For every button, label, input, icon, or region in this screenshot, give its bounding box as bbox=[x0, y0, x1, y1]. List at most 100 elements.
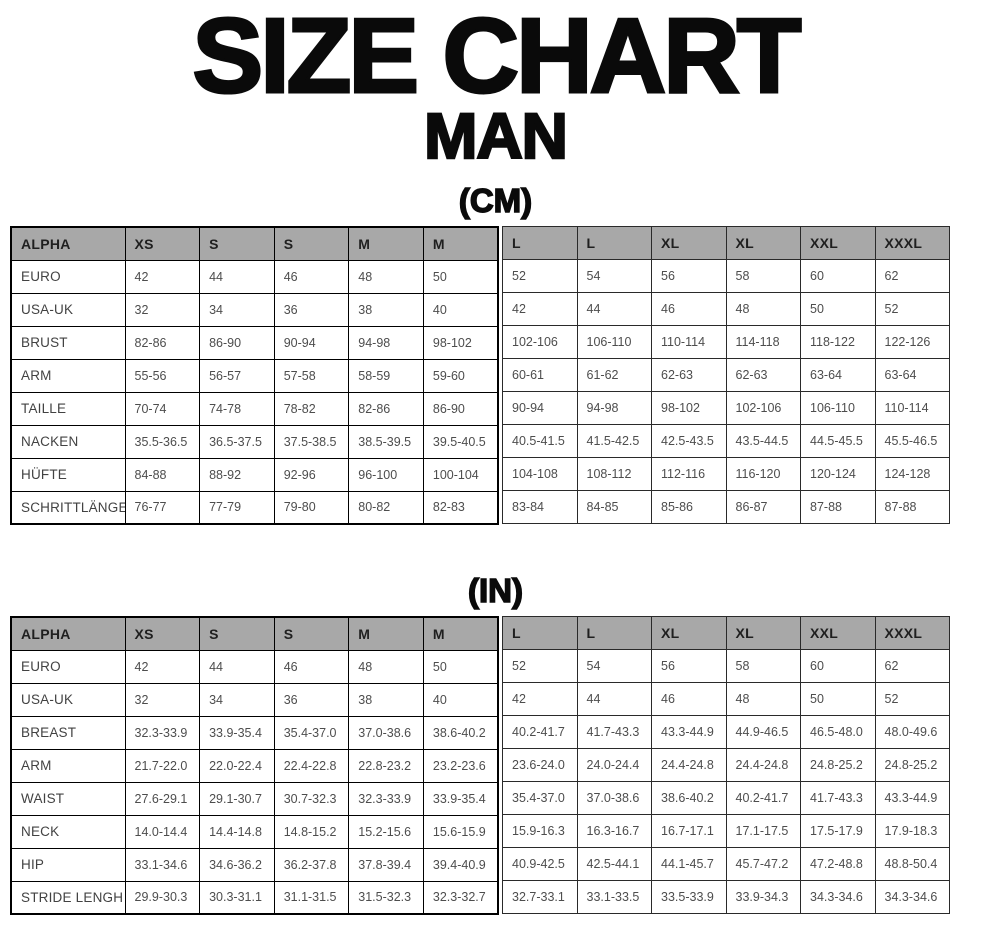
table-row: 40.5-41.5 41.5-42.5 42.5-43.5 43.5-44.5 44.5… bbox=[502, 424, 950, 458]
value-cell: 90-94 bbox=[502, 391, 578, 425]
table-row: BRUST 82-86 86-90 90-94 94-98 98-102 bbox=[10, 325, 499, 360]
table-row: WAIST 27.6-29.1 29.1-30.7 30.7-32.3 32.3-33.… bbox=[10, 781, 499, 816]
table-row: EURO 42 44 46 48 50 bbox=[10, 259, 499, 294]
value-cell: 32.7-33.1 bbox=[502, 880, 578, 914]
table-row: ARM 55-56 56-57 57-58 58-59 59-60 bbox=[10, 358, 499, 393]
column-header: XXXL bbox=[874, 616, 950, 650]
value-cell: 17.5-17.9 bbox=[800, 814, 876, 848]
row-label: TAILLE bbox=[10, 391, 126, 426]
value-cell: 46 bbox=[651, 292, 727, 326]
table-row: STRIDE LENGH 29.9-30.3 30.3-31.1 31.1-31.5 3… bbox=[10, 880, 499, 915]
value-cell: 43.3-44.9 bbox=[651, 715, 727, 749]
row-label: ARM bbox=[10, 748, 126, 783]
table-row: 40.9-42.5 42.5-44.1 44.1-45.7 45.7-47.2 47.2… bbox=[502, 847, 950, 881]
value-cell: 40.2-41.7 bbox=[725, 781, 801, 815]
value-cell: 86-90 bbox=[199, 325, 275, 360]
value-cell: 50 bbox=[422, 259, 499, 294]
value-cell: 32 bbox=[124, 292, 201, 327]
value-cell: 36.5-37.5 bbox=[199, 424, 275, 459]
value-cell: 40.5-41.5 bbox=[502, 424, 578, 458]
value-cell: 50 bbox=[800, 292, 876, 326]
size-table-in-left: ALPHA XS S S M M EURO 42 44 46 48 50 USA-UK 32 34 36 38 4… bbox=[10, 616, 499, 915]
value-cell: 37.8-39.4 bbox=[348, 847, 424, 882]
value-cell: 31.5-32.3 bbox=[348, 880, 424, 915]
value-cell: 61-62 bbox=[576, 358, 652, 392]
value-cell: 36 bbox=[273, 682, 350, 717]
value-cell: 76-77 bbox=[124, 490, 201, 525]
value-cell: 120-124 bbox=[800, 457, 876, 491]
value-cell: 48 bbox=[725, 292, 801, 326]
row-label: USA-UK bbox=[10, 292, 126, 327]
value-cell: 38.5-39.5 bbox=[348, 424, 424, 459]
table-row: 90-94 94-98 98-102 102-106 106-110 110-114 bbox=[502, 391, 950, 425]
value-cell: 42 bbox=[124, 259, 201, 294]
page-title: SIZE CHART bbox=[191, 0, 803, 115]
table-row: USA-UK 32 34 36 38 40 bbox=[10, 682, 499, 717]
value-cell: 39.5-40.5 bbox=[422, 424, 499, 459]
value-cell: 87-88 bbox=[874, 490, 950, 524]
value-cell: 58-59 bbox=[348, 358, 424, 393]
value-cell: 33.9-34.3 bbox=[725, 880, 801, 914]
value-cell: 46.5-48.0 bbox=[800, 715, 876, 749]
value-cell: 106-110 bbox=[576, 325, 652, 359]
value-cell: 56 bbox=[651, 259, 727, 293]
value-cell: 52 bbox=[874, 292, 950, 326]
page-subtitle: MAN bbox=[423, 100, 569, 172]
value-cell: 79-80 bbox=[273, 490, 350, 525]
size-table-cm-left: ALPHA XS S S M M EURO 42 44 46 48 50 USA-UK 32 34 36 38 4… bbox=[10, 226, 499, 525]
value-cell: 29.1-30.7 bbox=[199, 781, 275, 816]
value-cell: 52 bbox=[502, 259, 578, 293]
row-label: BRUST bbox=[10, 325, 126, 360]
value-cell: 116-120 bbox=[725, 457, 801, 491]
value-cell: 108-112 bbox=[576, 457, 652, 491]
header-row: L L XL XL XXL XXXL bbox=[502, 226, 950, 260]
value-cell: 40.2-41.7 bbox=[502, 715, 578, 749]
column-header: L bbox=[576, 616, 652, 650]
table-row: NACKEN 35.5-36.5 36.5-37.5 37.5-38.5 38.5-39… bbox=[10, 424, 499, 459]
column-header: S bbox=[199, 226, 275, 261]
column-header: S bbox=[273, 226, 350, 261]
value-cell: 16.3-16.7 bbox=[576, 814, 652, 848]
value-cell: 44.1-45.7 bbox=[651, 847, 727, 881]
value-cell: 57-58 bbox=[273, 358, 350, 393]
value-cell: 55-56 bbox=[124, 358, 201, 393]
table-row: NECK 14.0-14.4 14.4-14.8 14.8-15.2 15.2-15.6… bbox=[10, 814, 499, 849]
value-cell: 84-88 bbox=[124, 457, 201, 492]
value-cell: 35.5-36.5 bbox=[124, 424, 201, 459]
size-table-in-right: L L XL XL XXL XXXL 52 54 56 58 60 62 42 44 46 48 50 52 40.… bbox=[502, 616, 950, 914]
column-header: XL bbox=[725, 226, 801, 260]
table-row: 23.6-24.0 24.0-24.4 24.4-24.8 24.4-24.8 24.8… bbox=[502, 748, 950, 782]
value-cell: 30.7-32.3 bbox=[273, 781, 350, 816]
value-cell: 41.7-43.3 bbox=[800, 781, 876, 815]
row-label: EURO bbox=[10, 259, 126, 294]
table-row: 42 44 46 48 50 52 bbox=[502, 292, 950, 326]
value-cell: 59-60 bbox=[422, 358, 499, 393]
value-cell: 21.7-22.0 bbox=[124, 748, 201, 783]
value-cell: 43.5-44.5 bbox=[725, 424, 801, 458]
value-cell: 56 bbox=[651, 649, 727, 683]
table-row: USA-UK 32 34 36 38 40 bbox=[10, 292, 499, 327]
value-cell: 30.3-31.1 bbox=[199, 880, 275, 915]
value-cell: 24.4-24.8 bbox=[725, 748, 801, 782]
value-cell: 70-74 bbox=[124, 391, 201, 426]
value-cell: 34.3-34.6 bbox=[874, 880, 950, 914]
value-cell: 29.9-30.3 bbox=[124, 880, 201, 915]
value-cell: 33.5-33.9 bbox=[651, 880, 727, 914]
value-cell: 50 bbox=[422, 649, 499, 684]
value-cell: 100-104 bbox=[422, 457, 499, 492]
value-cell: 14.8-15.2 bbox=[273, 814, 350, 849]
value-cell: 124-128 bbox=[874, 457, 950, 491]
table-row: ARM 21.7-22.0 22.0-22.4 22.4-22.8 22.8-23.2 2… bbox=[10, 748, 499, 783]
value-cell: 14.4-14.8 bbox=[199, 814, 275, 849]
value-cell: 90-94 bbox=[273, 325, 350, 360]
value-cell: 74-78 bbox=[199, 391, 275, 426]
row-label: WAIST bbox=[10, 781, 126, 816]
value-cell: 77-79 bbox=[199, 490, 275, 525]
size-table-in: ALPHA XS S S M M EURO 42 44 46 48 50 USA-UK 32 34 36 38 4… bbox=[10, 616, 991, 915]
column-header: XXXL bbox=[874, 226, 950, 260]
table-row: 32.7-33.1 33.1-33.5 33.5-33.9 33.9-34.3 34.3… bbox=[502, 880, 950, 914]
value-cell: 46 bbox=[651, 682, 727, 716]
column-header: L bbox=[576, 226, 652, 260]
value-cell: 112-116 bbox=[651, 457, 727, 491]
value-cell: 104-108 bbox=[502, 457, 578, 491]
